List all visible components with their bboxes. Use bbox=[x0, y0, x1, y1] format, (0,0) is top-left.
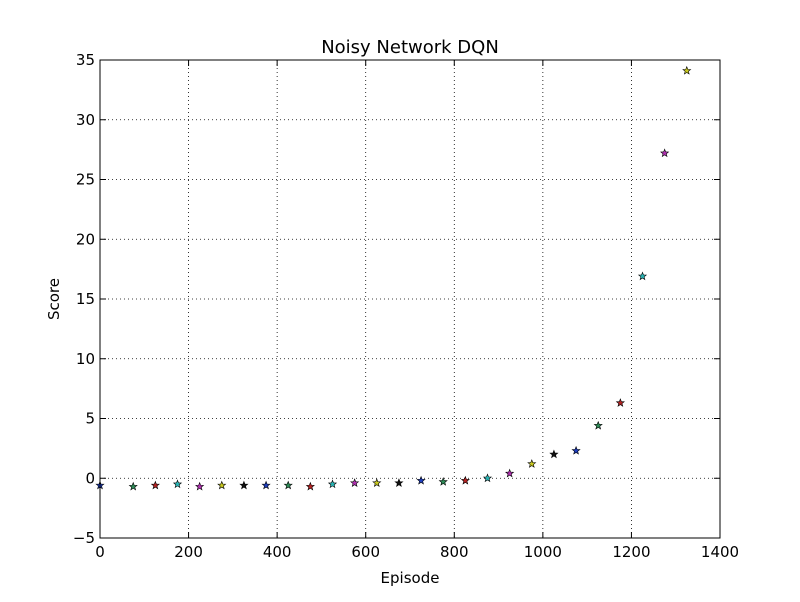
x-tick-label: 800 bbox=[440, 543, 469, 561]
data-point-star bbox=[239, 480, 249, 490]
data-point-star bbox=[593, 420, 603, 430]
data-point-star bbox=[172, 479, 183, 489]
y-tick-label: 30 bbox=[76, 111, 95, 129]
data-point-star bbox=[682, 65, 692, 75]
data-point-star bbox=[128, 481, 138, 491]
data-point-star bbox=[217, 480, 227, 490]
data-point-star bbox=[527, 459, 537, 468]
x-tick-label: 1000 bbox=[524, 543, 562, 561]
x-tick-label: 600 bbox=[351, 543, 380, 561]
y-tick-label: 35 bbox=[76, 51, 95, 69]
data-point-star bbox=[505, 468, 515, 478]
data-point-star bbox=[327, 479, 338, 489]
y-tick-label: 0 bbox=[85, 469, 95, 487]
y-tick-label: 20 bbox=[76, 230, 95, 248]
data-point-star bbox=[372, 478, 382, 487]
data-point-star bbox=[416, 475, 426, 485]
grid-lines bbox=[100, 60, 720, 538]
x-tick-label: 1400 bbox=[701, 543, 739, 561]
data-point-star bbox=[261, 480, 271, 490]
data-point-star bbox=[150, 480, 160, 490]
y-tick-label: 10 bbox=[76, 350, 95, 368]
data-point-star bbox=[571, 445, 581, 455]
data-point-star bbox=[305, 481, 315, 491]
data-point-star bbox=[460, 475, 470, 485]
axis-ticks: 0 200 400 600 800 1000 1200 1400−50510152025303… bbox=[73, 51, 739, 561]
data-point-star bbox=[615, 398, 625, 407]
data-point-star bbox=[283, 480, 293, 490]
data-point-star bbox=[438, 476, 448, 486]
data-points bbox=[95, 65, 692, 491]
x-tick-label: 1200 bbox=[612, 543, 650, 561]
data-point-star bbox=[637, 271, 648, 281]
data-point-star bbox=[350, 478, 360, 487]
data-point-star bbox=[394, 478, 404, 487]
y-tick-label: 15 bbox=[76, 290, 95, 308]
data-point-star bbox=[482, 473, 493, 483]
y-tick-label: −5 bbox=[73, 529, 95, 547]
data-point-star bbox=[549, 449, 559, 459]
chart-title: Noisy Network DQN bbox=[321, 37, 499, 58]
x-tick-label: 0 bbox=[95, 543, 105, 561]
y-axis-label: Score bbox=[45, 278, 63, 320]
data-point-star bbox=[660, 148, 670, 158]
x-axis-label: Episode bbox=[381, 569, 440, 587]
y-tick-label: 25 bbox=[76, 171, 95, 189]
x-tick-label: 400 bbox=[263, 543, 292, 561]
data-point-star bbox=[195, 481, 205, 491]
y-tick-label: 5 bbox=[85, 410, 95, 428]
x-tick-label: 200 bbox=[174, 543, 203, 561]
